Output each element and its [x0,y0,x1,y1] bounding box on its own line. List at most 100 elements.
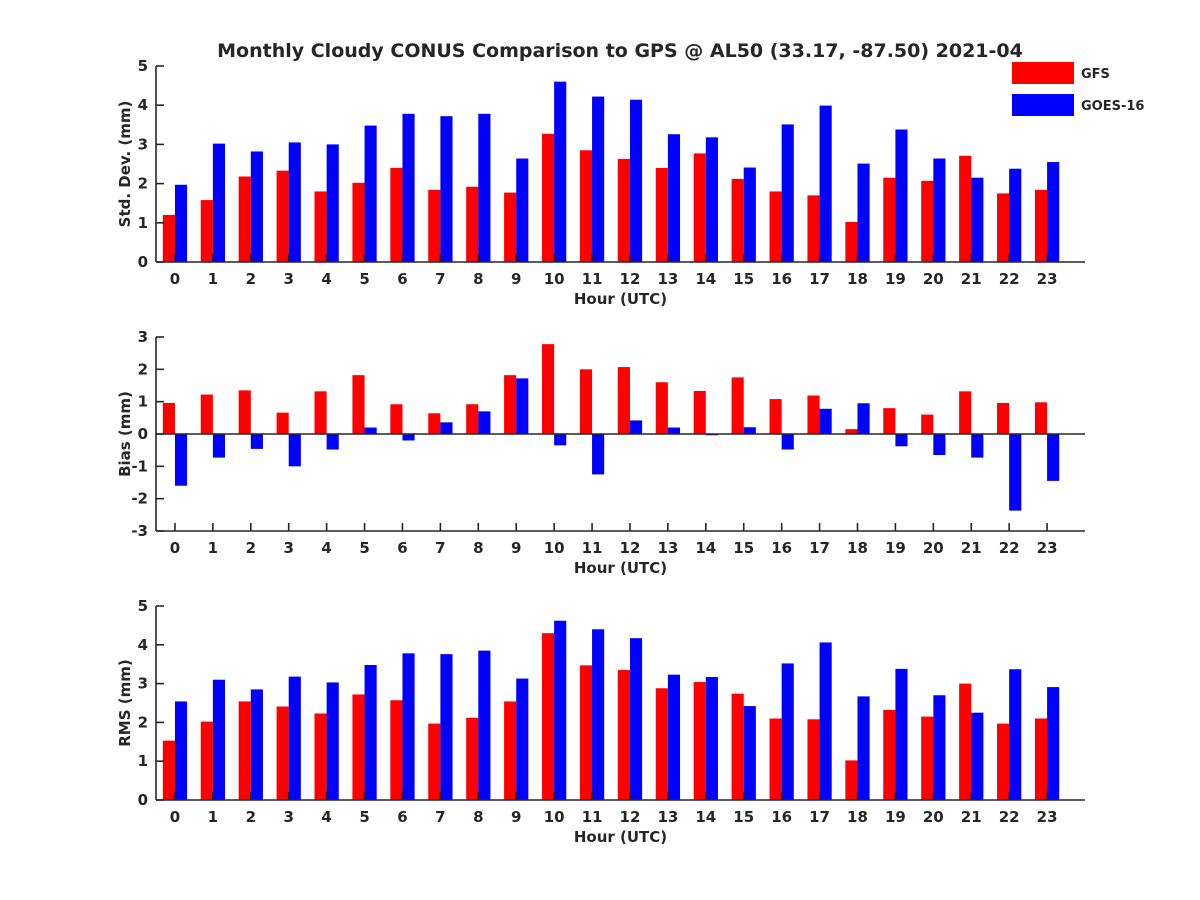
rms-bar-goes16-22 [1009,669,1022,800]
rms-bar-goes16-15 [743,706,756,800]
std-bar-goes16-1 [212,143,226,262]
std-xtick-label: 11 [582,270,603,288]
std-bar-goes16-6 [402,113,415,262]
std-bar-gfs-22 [997,193,1010,262]
std-bar-gfs-20 [921,180,934,262]
rms-bar-goes16-16 [781,663,794,800]
std-bar-goes16-8 [478,113,491,262]
std-bar-goes16-2 [250,151,263,262]
rms-xtick-label: 6 [397,808,407,826]
bias-bar-goes16-13 [667,427,681,434]
bias-bar-gfs-23 [1034,402,1048,434]
rms-bar-goes16-2 [250,689,263,800]
bias-bar-gfs-2 [238,390,251,434]
std-bar-gfs-18 [845,222,858,262]
rms-bar-goes16-13 [667,674,681,800]
rms-xtick-label: 4 [321,808,331,826]
bias-bar-goes16-3 [288,434,301,467]
rms-xtick-label: 5 [359,808,369,826]
rms-xtick-label: 15 [733,808,754,826]
rms-xtick-label: 22 [999,808,1020,826]
legend-swatch-gfs [1012,62,1074,84]
legend-label-gfs: GFS [1081,67,1110,82]
std-xtick-label: 20 [923,270,944,288]
rms-xtick-label: 13 [657,808,678,826]
std-bar-goes16-9 [516,158,529,262]
bias-bar-goes16-12 [629,420,643,434]
std-bar-goes16-13 [667,134,681,262]
rms-bar-gfs-6 [390,700,403,800]
bias-xtick-label: 5 [359,539,369,557]
rms-xtick-label: 20 [923,808,944,826]
rms-bar-goes16-8 [478,650,491,800]
rms-bar-goes16-18 [857,696,870,800]
bias-bar-goes16-20 [933,434,946,456]
rms-bar-goes16-9 [516,678,529,800]
rms-bar-gfs-1 [200,721,213,800]
bias-ytick-label: 1 [138,393,148,411]
rms-bar-goes16-20 [933,695,946,800]
std-bar-gfs-13 [655,167,668,262]
std-bar-gfs-21 [959,155,972,262]
std-bar-gfs-23 [1034,189,1048,262]
std-xtick-label: 17 [809,270,830,288]
std-xtick-label: 6 [397,270,407,288]
bias-bar-gfs-22 [997,402,1010,434]
rms-xtick-label: 11 [582,808,603,826]
bias-bar-gfs-21 [959,391,972,434]
bias-ytick-label: -2 [131,490,148,508]
bias-xtick-label: 0 [170,539,180,557]
std-bar-goes16-15 [743,167,756,262]
bias-xtick-label: 13 [657,539,678,557]
rms-ytick-label: 1 [138,752,148,770]
std-bar-gfs-5 [352,182,365,262]
bias-bar-goes16-1 [212,434,226,458]
chart-title: Monthly Cloudy CONUS Comparison to GPS @… [217,40,1023,62]
bias-xtick-label: 16 [771,539,792,557]
rms-bar-goes16-6 [402,653,415,800]
bias-xtick-label: 23 [1037,539,1058,557]
std-bar-gfs-2 [238,176,251,262]
std-ytick-label: 1 [138,214,148,232]
bias-bar-goes16-9 [516,378,529,434]
std-xtick-label: 13 [657,270,678,288]
bias-ytick-label: 2 [138,360,148,378]
bias-bar-gfs-20 [921,414,934,434]
rms-bar-gfs-0 [162,740,175,800]
rms-xtick-label: 17 [809,808,830,826]
rms-bar-gfs-18 [845,760,858,800]
bias-bar-gfs-18 [845,429,858,434]
rms-xtick-label: 23 [1037,808,1058,826]
rms-ytick-label: 3 [138,675,148,693]
rms-bar-gfs-10 [542,633,555,800]
std-bar-gfs-7 [428,189,441,262]
std-bar-goes16-4 [326,144,339,262]
rms-xtick-label: 8 [473,808,483,826]
rms-bar-goes16-17 [819,642,832,800]
std-bar-gfs-4 [314,191,327,262]
std-bar-gfs-15 [731,178,744,262]
rms-bar-gfs-14 [693,682,706,800]
std-ytick-label: 4 [138,96,148,114]
std-xtick-label: 7 [435,270,445,288]
bias-bar-gfs-8 [466,404,479,434]
std-ytick-label: 0 [138,253,148,271]
rms-xtick-label: 3 [283,808,293,826]
bias-bar-goes16-8 [478,411,491,434]
rms-xtick-label: 2 [246,808,256,826]
std-bar-goes16-14 [705,137,718,262]
rms-bar-goes16-12 [629,638,643,800]
std-xtick-label: 0 [170,270,180,288]
rms-bar-gfs-2 [238,701,251,800]
bias-ylabel: Bias (mm) [116,391,134,477]
bias-bar-gfs-9 [504,375,517,434]
std-xlabel: Hour (UTC) [574,290,667,308]
bias-bar-goes16-19 [895,434,908,447]
std-bar-gfs-1 [200,200,213,262]
std-bar-goes16-12 [629,99,643,263]
rms-bar-goes16-11 [592,629,605,800]
rms-bar-gfs-4 [314,713,327,800]
rms-ytick-label: 2 [138,713,148,731]
rms-xtick-label: 19 [885,808,906,826]
